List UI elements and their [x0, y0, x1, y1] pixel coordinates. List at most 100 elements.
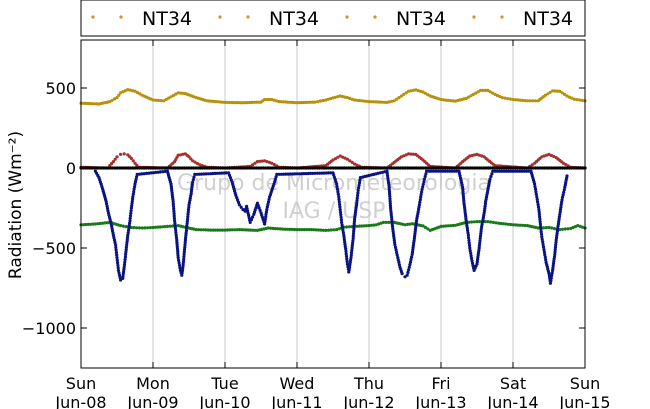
data-point	[350, 244, 354, 248]
data-point	[349, 166, 353, 170]
data-point	[552, 154, 556, 159]
data-point	[258, 208, 262, 212]
data-point	[351, 232, 356, 236]
data-point	[174, 92, 178, 96]
data-point	[119, 224, 123, 228]
data-point	[538, 215, 542, 219]
data-point	[445, 169, 449, 173]
data-point	[495, 164, 499, 168]
data-point	[540, 166, 544, 170]
data-point	[271, 226, 275, 230]
data-point	[127, 226, 131, 230]
data-point	[200, 166, 205, 170]
data-point	[408, 260, 413, 264]
x-tick-label-day: Fri	[431, 374, 450, 393]
data-point	[420, 187, 424, 191]
data-point	[388, 204, 392, 208]
data-point	[500, 96, 504, 100]
data-point	[181, 260, 186, 264]
data-point	[394, 166, 398, 170]
data-point	[250, 166, 254, 170]
data-point	[336, 155, 340, 159]
data-point	[376, 100, 380, 104]
data-point	[148, 226, 152, 230]
data-point	[504, 169, 508, 173]
data-point	[556, 166, 560, 170]
data-point	[223, 228, 227, 232]
data-point	[553, 250, 557, 254]
data-point	[534, 190, 538, 194]
data-point	[540, 237, 544, 241]
data-point	[216, 228, 220, 232]
data-point	[553, 89, 557, 93]
data-point	[418, 198, 422, 202]
data-point	[297, 166, 301, 170]
data-point	[544, 226, 548, 230]
data-point	[230, 166, 234, 170]
data-point	[230, 228, 234, 232]
data-point	[498, 94, 502, 99]
data-point	[81, 223, 85, 227]
data-point	[133, 89, 137, 93]
data-point	[183, 245, 187, 249]
data-point	[322, 171, 326, 175]
data-point	[297, 172, 301, 176]
data-point	[477, 244, 481, 248]
data-point	[86, 166, 90, 170]
data-point	[117, 273, 122, 277]
data-point	[158, 166, 162, 170]
data-point	[468, 154, 472, 158]
data-point	[353, 98, 357, 102]
data-point	[286, 166, 290, 170]
data-point	[341, 231, 345, 235]
data-point	[177, 263, 182, 267]
data-point	[333, 166, 337, 170]
data-point	[329, 97, 333, 101]
data-point	[345, 259, 349, 263]
legend-marker	[119, 15, 123, 19]
data-point	[493, 164, 497, 168]
data-point	[302, 228, 306, 232]
legend-marker	[500, 15, 504, 19]
data-point	[407, 268, 411, 272]
data-point	[446, 224, 450, 228]
data-point	[299, 101, 304, 105]
data-point	[491, 166, 495, 170]
data-point	[563, 166, 567, 170]
data-point	[223, 100, 227, 104]
data-point	[288, 227, 292, 231]
data-point	[457, 166, 461, 170]
data-point	[426, 227, 430, 231]
data-point	[312, 228, 316, 232]
data-point	[177, 261, 181, 265]
data-point	[439, 224, 443, 228]
data-point	[352, 220, 356, 224]
data-point	[121, 224, 125, 228]
data-point	[172, 216, 176, 220]
data-point	[206, 228, 210, 232]
data-point	[421, 90, 425, 94]
data-point	[245, 101, 250, 105]
data-point	[534, 192, 538, 196]
data-point	[518, 98, 522, 102]
data-point	[181, 91, 185, 95]
legend-marker	[373, 15, 377, 19]
data-point	[324, 98, 328, 102]
data-point	[345, 257, 349, 261]
data-point	[335, 166, 340, 170]
data-point	[236, 101, 241, 105]
data-point	[403, 223, 407, 227]
data-point	[142, 172, 146, 176]
data-point	[434, 166, 439, 170]
data-point	[423, 166, 427, 170]
data-point	[158, 170, 162, 174]
data-point	[340, 223, 344, 227]
data-point	[351, 166, 355, 170]
legend: NT34 NT34 NT34 NT34	[80, 0, 586, 37]
data-point	[263, 97, 267, 102]
data-point	[541, 242, 545, 247]
data-point	[473, 166, 477, 170]
data-point	[209, 228, 213, 232]
data-point	[353, 166, 358, 170]
data-point	[88, 102, 92, 106]
